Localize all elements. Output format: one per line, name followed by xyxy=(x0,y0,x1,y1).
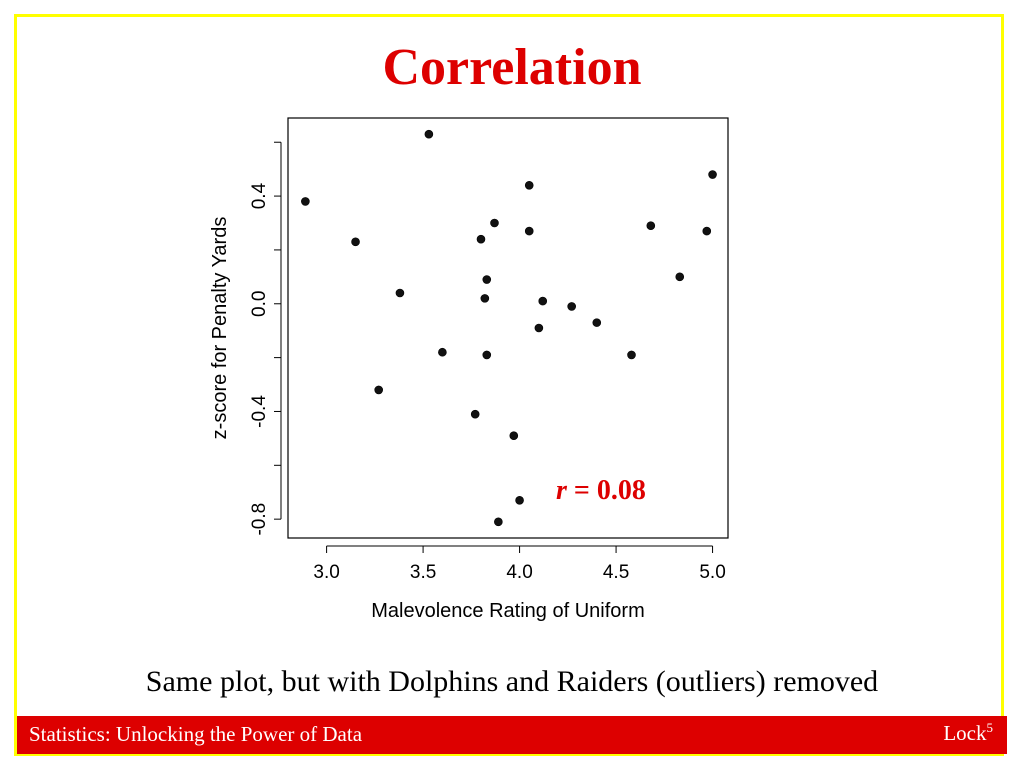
data-point xyxy=(351,237,360,247)
data-points xyxy=(301,129,717,527)
footer-author-name: Lock xyxy=(943,721,987,745)
data-point xyxy=(482,275,492,284)
correlation-annotation: r = 0.08 xyxy=(556,475,646,506)
data-point xyxy=(374,385,384,395)
y-tick-label: -0.4 xyxy=(249,395,270,428)
scatter-chart: 3.0 3.5 4.0 4.5 5.0 -0.8 -0.4 0.0 0.4 Malevolen… xyxy=(209,117,729,622)
x-tick-label: 5.0 xyxy=(699,562,725,583)
correlation-symbol: r xyxy=(556,475,568,506)
x-tick-label: 4.5 xyxy=(603,562,629,583)
data-point xyxy=(482,350,492,360)
data-point xyxy=(675,272,685,282)
correlation-value: = 0.08 xyxy=(567,475,646,506)
data-point xyxy=(534,323,544,333)
data-point xyxy=(301,197,310,206)
data-point xyxy=(470,409,480,419)
y-tick-label: -0.8 xyxy=(249,503,270,536)
footer-page-number: 5 xyxy=(986,720,994,735)
data-point xyxy=(524,181,534,190)
data-point xyxy=(538,296,548,306)
data-point xyxy=(708,170,717,179)
data-point xyxy=(480,294,490,303)
plot-frame xyxy=(287,117,729,539)
slide-caption: Same plot, but with Dolphins and Raiders… xyxy=(145,665,879,698)
data-point xyxy=(509,431,519,440)
footer-author: Lock5 xyxy=(943,720,993,746)
y-tick-label: 0.4 xyxy=(249,182,270,209)
slide-border xyxy=(14,14,1004,756)
data-point xyxy=(490,218,499,228)
y-axis: -0.8 -0.4 0.0 0.4 xyxy=(249,141,282,536)
x-tick-label: 3.5 xyxy=(410,562,436,583)
y-tick-label: 0.0 xyxy=(249,291,270,317)
x-tick-label: 3.0 xyxy=(313,562,339,583)
data-point xyxy=(646,221,656,230)
data-point xyxy=(395,288,405,298)
footer-bar: Statistics: Unlocking the Power of Data … xyxy=(17,716,1007,754)
slide-title: Correlation xyxy=(382,39,642,96)
data-point xyxy=(592,318,602,327)
data-point xyxy=(438,347,447,357)
data-point xyxy=(702,226,712,236)
x-axis-label: Malevolence Rating of Uniform xyxy=(371,600,644,622)
data-point xyxy=(515,496,524,505)
data-point xyxy=(494,517,503,527)
y-axis-label: z-score for Penalty Yards xyxy=(209,217,231,440)
data-point xyxy=(567,302,576,311)
x-axis: 3.0 3.5 4.0 4.5 5.0 xyxy=(313,545,726,583)
data-point xyxy=(524,226,534,236)
x-tick-label: 4.0 xyxy=(506,562,532,583)
footer-book-title: Statistics: Unlocking the Power of Data xyxy=(29,722,363,746)
data-point xyxy=(424,129,434,139)
data-point xyxy=(627,350,636,360)
data-point xyxy=(476,234,486,244)
